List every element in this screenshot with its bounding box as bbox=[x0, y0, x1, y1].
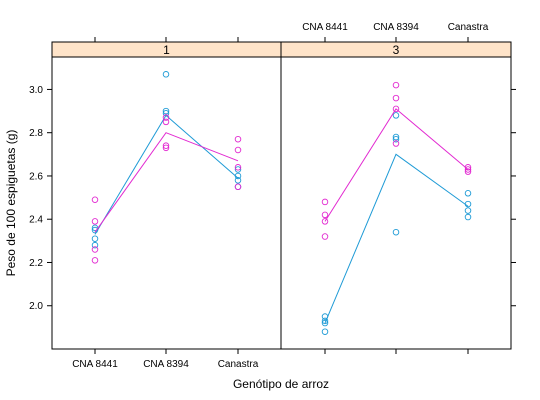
data-point bbox=[162, 144, 170, 152]
y-tick-label: 2.2 bbox=[29, 258, 43, 269]
data-point bbox=[91, 235, 99, 242]
data-point bbox=[234, 166, 242, 173]
panel-1-frame bbox=[51, 56, 282, 350]
data-point bbox=[162, 107, 170, 115]
data-point bbox=[234, 183, 242, 191]
panel-1-strip-label: 1 bbox=[163, 43, 170, 57]
axes: CNA 8441 CNA 8394 Canastra CNA 8441 CNA 8394… bbox=[29, 22, 516, 370]
data-point bbox=[392, 81, 400, 89]
series-line bbox=[324, 108, 469, 222]
data-point bbox=[234, 146, 242, 154]
data-point bbox=[91, 246, 99, 253]
data-point bbox=[464, 190, 472, 197]
data-point bbox=[392, 105, 400, 113]
data-point bbox=[392, 112, 400, 119]
data-point bbox=[321, 218, 329, 225]
data-point bbox=[91, 218, 99, 225]
data-point bbox=[234, 177, 242, 184]
x-tick-label: CNA 8441 bbox=[302, 22, 348, 33]
data-point bbox=[234, 172, 242, 180]
data-point bbox=[464, 168, 472, 175]
data-point bbox=[162, 142, 170, 149]
y-tick-label: 2.8 bbox=[29, 128, 43, 139]
data-point bbox=[91, 196, 99, 204]
panel-1-marks bbox=[91, 71, 242, 264]
data-point bbox=[321, 198, 329, 206]
x-axis-title: Genótipo de arroz bbox=[233, 377, 329, 391]
data-point bbox=[392, 140, 400, 147]
x-tick-label: Canastra bbox=[218, 359, 259, 370]
data-point bbox=[392, 228, 400, 236]
data-point bbox=[234, 135, 242, 143]
x-tick-label: Canastra bbox=[448, 22, 489, 33]
data-point bbox=[464, 166, 472, 173]
data-point bbox=[321, 317, 329, 325]
panel-3: 3 bbox=[280, 41, 512, 350]
y-tick-label: 3.0 bbox=[29, 85, 43, 96]
data-point bbox=[91, 241, 99, 249]
panel-1: 1 bbox=[51, 41, 282, 350]
data-point bbox=[321, 328, 329, 335]
data-point bbox=[321, 211, 329, 219]
data-point bbox=[321, 233, 329, 240]
x-tick-label: CNA 8441 bbox=[72, 359, 118, 370]
data-point bbox=[392, 133, 400, 141]
x-tick-label: CNA 8394 bbox=[143, 359, 189, 370]
x-tick-label: CNA 8394 bbox=[373, 22, 419, 33]
data-point bbox=[392, 94, 400, 102]
data-point bbox=[162, 71, 170, 78]
y-tick-label: 2.6 bbox=[29, 171, 43, 182]
data-point bbox=[321, 319, 329, 327]
data-point bbox=[464, 213, 472, 221]
data-point bbox=[162, 118, 170, 126]
data-point bbox=[464, 207, 472, 214]
series-line bbox=[94, 132, 239, 233]
data-point bbox=[464, 200, 472, 208]
data-point bbox=[91, 226, 99, 234]
data-point bbox=[464, 164, 472, 171]
data-point bbox=[162, 114, 170, 121]
data-point bbox=[234, 164, 242, 171]
data-point bbox=[392, 135, 400, 143]
panel-3-marks bbox=[321, 81, 472, 335]
series-line bbox=[324, 153, 469, 324]
data-point bbox=[91, 257, 99, 264]
data-point bbox=[162, 109, 170, 117]
y-tick-label: 2.0 bbox=[29, 301, 43, 312]
data-point bbox=[321, 313, 329, 320]
panel-3-strip-label: 3 bbox=[393, 43, 400, 57]
y-axis-title: Peso de 100 espiguetas (g) bbox=[4, 130, 18, 277]
y-tick-label: 2.4 bbox=[29, 215, 43, 226]
series-line bbox=[94, 114, 239, 235]
